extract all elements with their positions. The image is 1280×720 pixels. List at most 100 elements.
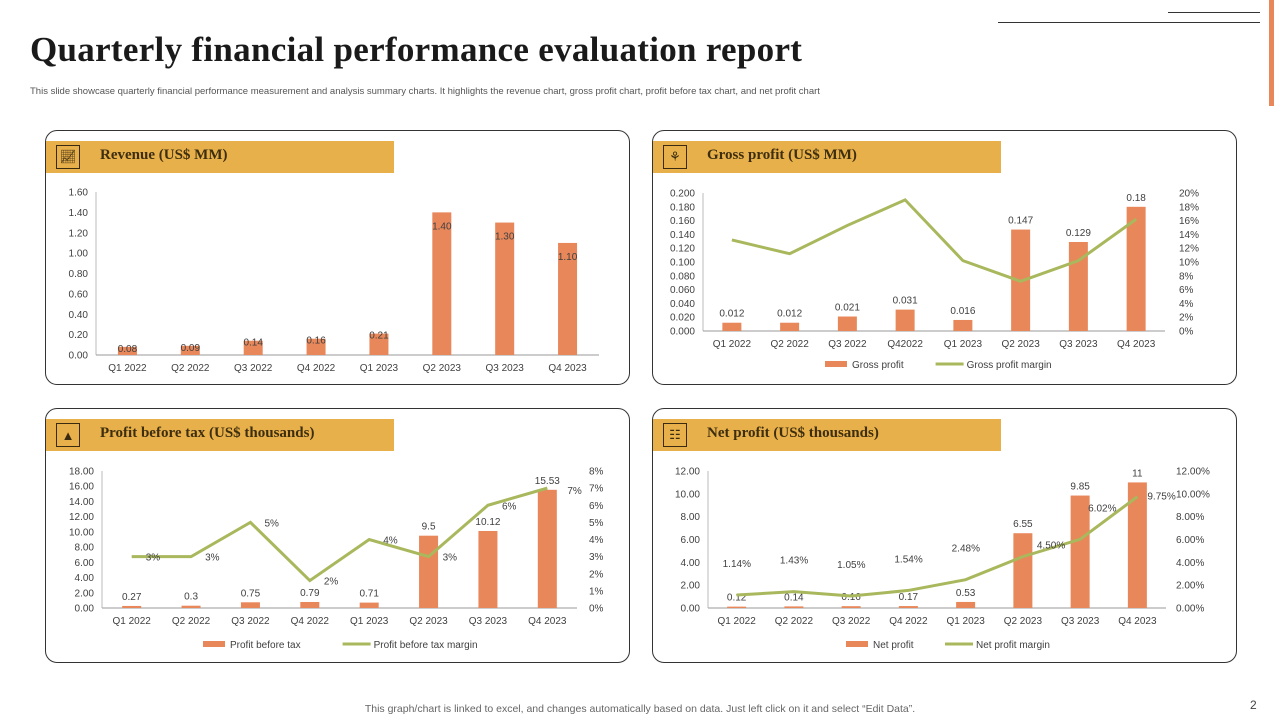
chart-header: 📈︎ Revenue (US$ MM) (46, 141, 394, 173)
bar (478, 530, 498, 608)
profit-before-tax-chart: 0.00 2.00 4.00 6.00 8.00 10.00 12.00 14.00 16.00… (69, 467, 604, 652)
y2-tick-label: 2.00% (1176, 581, 1204, 592)
y-tick-label: 10.00 (675, 489, 700, 500)
bar-data-label: 0.18 (1126, 193, 1146, 204)
bar-data-label: 0.12 (727, 593, 747, 604)
x-tick-label: Q3 2023 (1061, 616, 1100, 627)
y2-tick-label: 16% (1179, 216, 1199, 227)
line-data-label: 2.48% (952, 544, 980, 555)
line-data-label: 7% (567, 486, 582, 497)
bar-data-label: 0.3 (184, 592, 198, 603)
legend-label: Gross profit margin (967, 360, 1052, 371)
line-data-label: 5% (264, 518, 279, 529)
y2-tick-label: 12.00% (1176, 467, 1210, 478)
y-tick-label: 10.00 (69, 527, 94, 538)
y-tick-label: 0.120 (670, 244, 695, 255)
x-tick-label: Q42022 (887, 339, 923, 350)
y-tick-label: 1.40 (69, 208, 89, 219)
y2-tick-label: 2% (589, 569, 604, 580)
bar-data-label: 0.71 (359, 589, 379, 600)
line-data-label: 2% (324, 577, 339, 588)
y2-tick-label: 18% (1179, 202, 1199, 213)
decor-accent-bar (1269, 0, 1274, 106)
decor-line-long (998, 22, 1260, 23)
legend-label: Gross profit (852, 360, 904, 371)
bar-data-label: 0.79 (300, 588, 320, 599)
bar (240, 602, 260, 608)
y2-tick-label: 8% (589, 467, 604, 478)
y-tick-label: 0.80 (69, 269, 89, 280)
x-tick-label: Q3 2023 (1059, 339, 1098, 350)
y-tick-label: 0.020 (670, 313, 695, 324)
bar-data-label: 0.53 (956, 588, 976, 599)
money-bag-hand-icon: ▲ (56, 423, 80, 447)
bar-data-label: 0.031 (893, 296, 918, 307)
bar (1068, 241, 1088, 331)
line-data-label: 1.43% (780, 556, 808, 567)
x-tick-label: Q1 2022 (108, 363, 147, 374)
bar (495, 222, 515, 355)
y-tick-label: 8.00 (75, 543, 95, 554)
chart-header: ☷ Net profit (US$ thousands) (653, 419, 1001, 451)
y2-tick-label: 3% (589, 552, 604, 563)
bar-data-label: 1.10 (558, 252, 578, 263)
line-data-label: 3% (443, 553, 458, 564)
y-tick-label: 0.080 (670, 271, 695, 282)
x-tick-label: Q3 2022 (234, 363, 273, 374)
bar-data-label: 0.27 (122, 592, 142, 603)
bar-data-label: 0.17 (899, 592, 919, 603)
bar-data-label: 1.30 (495, 232, 515, 243)
line-data-label: 1.05% (837, 560, 865, 571)
x-tick-label: Q2 2023 (423, 363, 462, 374)
net-profit-chart-panel[interactable]: ☷ Net profit (US$ thousands) 0.00 2.00 4.00… (652, 408, 1237, 663)
legend-label: Net profit margin (976, 640, 1050, 651)
y-tick-label: 0.180 (670, 202, 695, 213)
revenue-chart-panel[interactable]: 📈︎ Revenue (US$ MM) 0.00 0.20 0.40 0.60 0.80 1… (45, 130, 630, 385)
decor-line-short (1168, 12, 1260, 13)
bar-data-label: 0.16 (306, 336, 326, 347)
x-tick-label: Q2 2023 (1004, 616, 1043, 627)
profit-before-tax-chart-panel[interactable]: ▲ Profit before tax (US$ thousands) 0.00 2… (45, 408, 630, 663)
x-tick-label: Q3 2022 (828, 339, 867, 350)
y-tick-label: 0.00 (75, 604, 95, 615)
x-tick-label: Q2 2022 (770, 339, 809, 350)
x-tick-label: Q4 2023 (1117, 339, 1156, 350)
chart-title: Revenue (US$ MM) (100, 147, 228, 163)
bar-data-label: 9.85 (1070, 482, 1090, 493)
legend-swatch-bar (846, 641, 868, 647)
y-tick-label: 1.20 (69, 228, 89, 239)
y2-tick-label: 8% (1179, 271, 1194, 282)
footer-note: This graph/chart is linked to excel, and… (364, 703, 916, 715)
bar-data-label: 0.021 (835, 303, 860, 314)
page-title: Quarterly financial performance evaluati… (30, 30, 803, 69)
y2-tick-label: 0.00% (1176, 604, 1204, 615)
x-tick-label: Q3 2022 (832, 616, 871, 627)
bar (419, 535, 439, 608)
bar-data-label: 0.147 (1008, 216, 1033, 227)
y2-tick-label: 20% (1179, 189, 1199, 200)
bar (784, 606, 804, 608)
bar-data-label: 15.53 (535, 476, 560, 487)
legend-label: Profit before tax (230, 640, 301, 651)
bar-data-label: 9.5 (422, 522, 436, 533)
legend-swatch-bar (825, 361, 847, 367)
gross-profit-chart-panel[interactable]: ⚘ Gross profit (US$ MM) 0.000 0.020 0.040 0.… (652, 130, 1237, 385)
bar (117, 346, 137, 355)
bar (727, 606, 747, 608)
x-tick-label: Q4 2022 (889, 616, 928, 627)
bar (300, 601, 320, 608)
x-tick-label: Q1 2022 (717, 616, 756, 627)
bar-data-label: 0.09 (181, 343, 201, 354)
x-tick-label: Q4 2023 (528, 616, 567, 627)
x-tick-label: Q1 2022 (113, 616, 152, 627)
x-tick-label: Q2 2022 (172, 616, 211, 627)
x-tick-label: Q2 2023 (409, 616, 448, 627)
bar (432, 212, 452, 355)
y2-tick-label: 4.00% (1176, 558, 1204, 569)
margin-line (731, 198, 1137, 283)
x-tick-label: Q4 2022 (297, 363, 336, 374)
bar-data-label: 11 (1132, 468, 1143, 479)
y2-tick-label: 5% (589, 518, 604, 529)
y-tick-label: 2.00 (681, 581, 701, 592)
net-profit-chart: 0.00 2.00 4.00 6.00 8.00 10.00 12.00 0.00% 2.00%… (675, 467, 1210, 652)
